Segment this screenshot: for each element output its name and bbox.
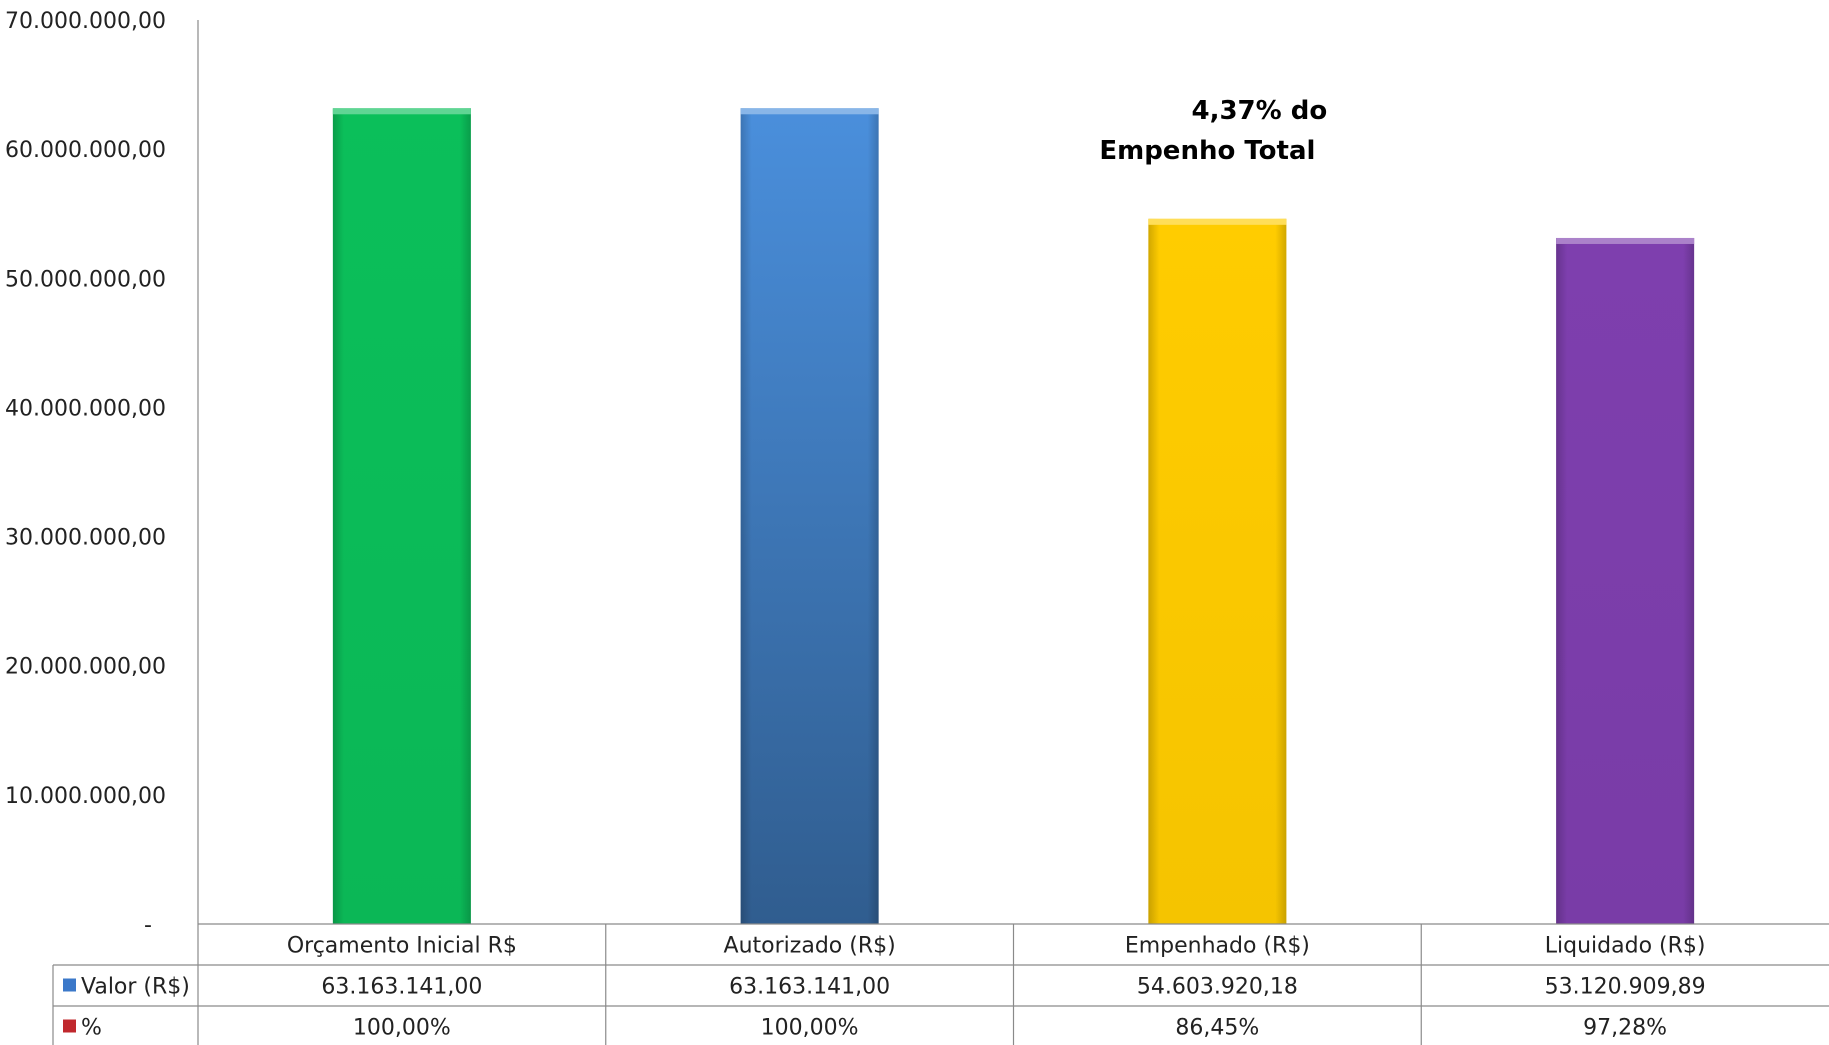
category-label: Liquidado (R$) <box>1545 934 1706 959</box>
bars <box>332 108 1695 925</box>
table-cell: 97,28% <box>1583 1016 1667 1041</box>
bar-shading <box>1556 237 1695 925</box>
table-cell: 53.120.909,89 <box>1545 975 1706 1000</box>
annotation-line: Empenho Total <box>1099 136 1315 166</box>
table-cell: 100,00% <box>761 1016 859 1041</box>
table-cell: 100,00% <box>353 1016 451 1041</box>
y-tick-label: 20.000.000,00 <box>5 655 166 680</box>
data-table: Orçamento Inicial R$ Autorizado (R$) Empen… <box>52 923 1829 1045</box>
table-cell: 86,45% <box>1175 1016 1259 1041</box>
bar-top-highlight <box>740 108 879 115</box>
table-cell: 54.603.920,18 <box>1137 975 1298 1000</box>
table-cell: 63.163.141,00 <box>729 975 890 1000</box>
y-axis: - 10.000.000,00 20.000.000,00 30.000.000,00… <box>5 9 199 938</box>
bar-top-highlight <box>1148 218 1287 225</box>
y-tick-label: 70.000.000,00 <box>5 9 166 34</box>
annotation-line: 4,37% do <box>1192 96 1328 126</box>
category-label: Orçamento Inicial R$ <box>287 934 517 959</box>
legend-marker <box>63 978 76 992</box>
category-label: Autorizado (R$) <box>724 934 896 959</box>
annotation: 4,37% do Empenho Total <box>1099 96 1327 166</box>
bar-top-highlight <box>332 108 471 115</box>
table-cell: 63.163.141,00 <box>321 975 482 1000</box>
y-tick-label: 50.000.000,00 <box>5 267 166 292</box>
category-label: Empenhado (R$) <box>1125 934 1310 959</box>
y-tick-label: 10.000.000,00 <box>5 784 166 809</box>
table-row-label: Valor (R$) <box>81 975 190 1000</box>
bar-shading <box>740 108 879 924</box>
y-tick-label: 40.000.000,00 <box>5 396 166 421</box>
y-tick-label: - <box>144 913 152 938</box>
bar-shading <box>1148 218 1287 925</box>
bar-top-highlight <box>1556 237 1695 244</box>
y-tick-label: 60.000.000,00 <box>5 138 166 163</box>
bar-shading <box>332 108 471 924</box>
legend-marker <box>63 1019 76 1033</box>
y-tick-label: 30.000.000,00 <box>5 526 166 551</box>
table-row-label: % <box>81 1016 102 1041</box>
